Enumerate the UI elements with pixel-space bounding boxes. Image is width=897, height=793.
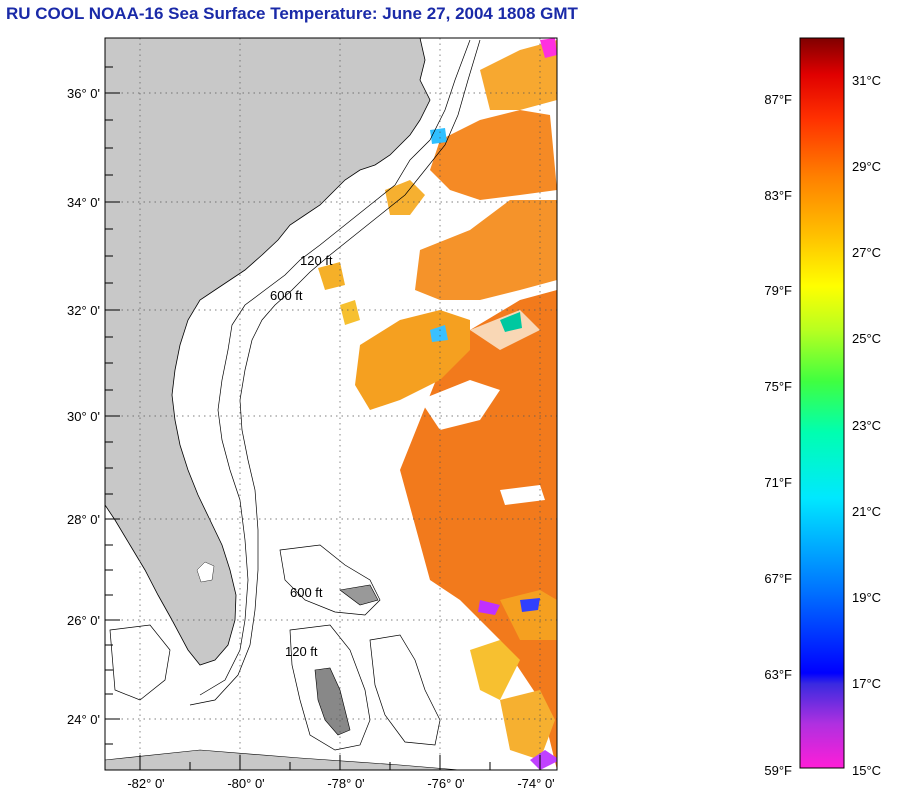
andros-island — [314, 667, 351, 736]
bathymetry-contours — [109, 39, 481, 751]
lat-label-26: 26° 0' — [67, 613, 100, 628]
lon-label-82: -82° 0' — [127, 776, 164, 791]
cb-c-15: 15°C — [852, 763, 881, 778]
cb-f-59: 59°F — [764, 763, 792, 778]
lon-label-76: -76° 0' — [427, 776, 464, 791]
cb-c-19: 19°C — [852, 590, 881, 605]
us-land — [105, 38, 431, 666]
longitude-labels: -82° 0' -80° 0' -78° 0' -76° 0' -74° 0' — [127, 776, 554, 791]
cb-c-27: 27°C — [852, 245, 881, 260]
cb-c-17: 17°C — [852, 676, 881, 691]
cb-c-21: 21°C — [852, 504, 881, 519]
cb-c-23: 23°C — [852, 418, 881, 433]
contour-label-600-b: 600 ft — [290, 585, 323, 600]
lake-okeechobee — [196, 561, 215, 583]
contour-labels: 120 ft 600 ft 120 ft 600 ft — [270, 253, 333, 659]
map-title: RU COOL NOAA-16 Sea Surface Temperature:… — [6, 4, 578, 23]
cb-f-67: 67°F — [764, 571, 792, 586]
lat-label-36: 36° 0' — [67, 86, 100, 101]
cb-f-83: 83°F — [764, 188, 792, 203]
map-frame — [104, 37, 558, 771]
contour-label-120: 120 ft — [300, 253, 333, 268]
contour-label-120-b: 120 ft — [285, 644, 318, 659]
colorbar-fahrenheit-labels: 87°F 83°F 79°F 75°F 71°F 67°F 63°F 59°F — [764, 92, 792, 778]
lon-ticks — [139, 755, 541, 770]
cb-f-71: 71°F — [764, 475, 792, 490]
lat-label-30: 30° 0' — [67, 409, 100, 424]
grand-bahama — [339, 584, 379, 606]
lat-label-32: 32° 0' — [67, 303, 100, 318]
contour-label-600: 600 ft — [270, 288, 303, 303]
lat-ticks — [105, 66, 120, 745]
cb-f-63: 63°F — [764, 667, 792, 682]
cb-c-29: 29°C — [852, 159, 881, 174]
lat-label-24: 24° 0' — [67, 712, 100, 727]
cb-c-25: 25°C — [852, 331, 881, 346]
lon-label-78: -78° 0' — [327, 776, 364, 791]
colorbar-celsius-labels: 31°C 29°C 27°C 25°C 23°C 21°C 19°C 17°C … — [852, 73, 881, 778]
lon-label-80: -80° 0' — [227, 776, 264, 791]
cuba-edge — [105, 749, 461, 770]
cb-f-79: 79°F — [764, 283, 792, 298]
cb-f-75: 75°F — [764, 379, 792, 394]
lat-label-34: 34° 0' — [67, 195, 100, 210]
graticule — [105, 38, 557, 770]
cb-f-87: 87°F — [764, 92, 792, 107]
latitude-labels: 36° 0' 34° 0' 32° 0' 30° 0' 28° 0' 26° 0… — [67, 86, 100, 727]
cb-c-31: 31°C — [852, 73, 881, 88]
lon-label-74: -74° 0' — [517, 776, 554, 791]
colorbar — [799, 37, 845, 769]
lat-label-28: 28° 0' — [67, 512, 100, 527]
